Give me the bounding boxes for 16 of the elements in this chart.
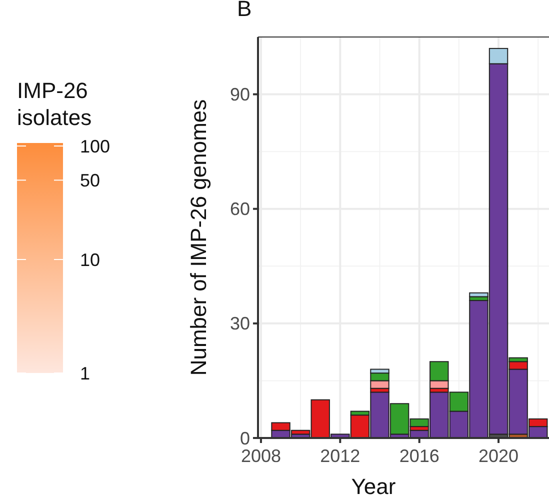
- x-tick-label: 2008: [240, 446, 281, 466]
- text: 10: [80, 250, 100, 270]
- x-axis-title: Year: [351, 474, 396, 499]
- x-tick-label: 2012: [320, 446, 360, 466]
- y-axis-title: Number of IMP-26 genomes: [186, 99, 211, 376]
- text: B: [237, 0, 252, 21]
- text: 1: [80, 363, 90, 384]
- y-tick-label: 0: [240, 428, 250, 448]
- x-tick-label: 2020: [478, 446, 519, 466]
- y-tick-label: 90: [230, 84, 250, 105]
- text: 100: [80, 136, 110, 156]
- y-tick-label: 60: [230, 199, 250, 220]
- text: IMP-26 isolates: [17, 78, 92, 130]
- x-tick-label: 2016: [399, 446, 440, 466]
- y-tick-label: 30: [230, 314, 250, 334]
- text: 50: [80, 170, 100, 190]
